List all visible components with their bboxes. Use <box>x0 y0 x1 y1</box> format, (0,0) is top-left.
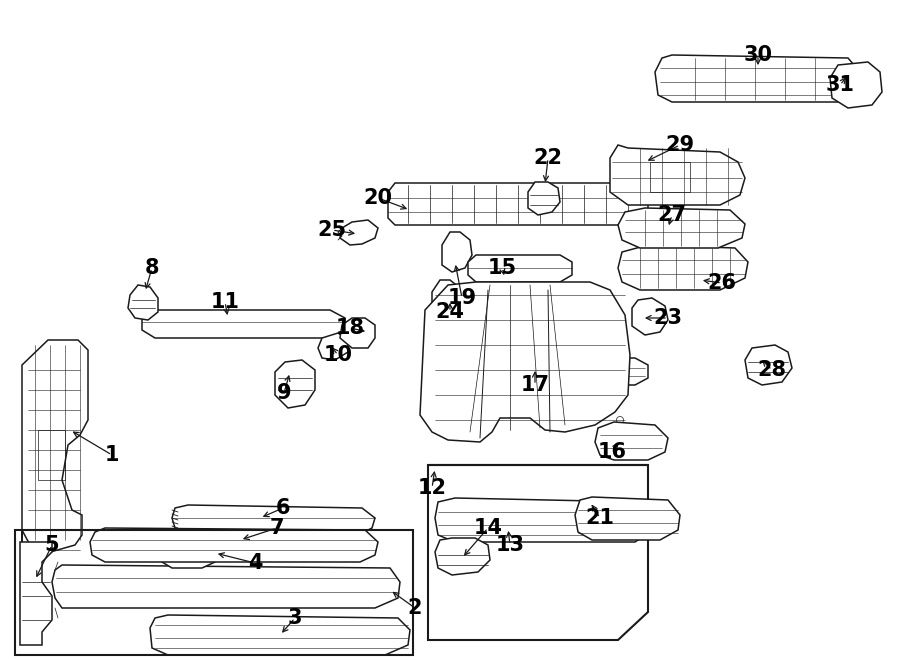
Polygon shape <box>575 497 680 540</box>
Polygon shape <box>275 360 315 408</box>
Polygon shape <box>632 298 668 335</box>
Polygon shape <box>618 208 745 248</box>
Polygon shape <box>90 528 378 562</box>
Text: 26: 26 <box>707 273 736 293</box>
Text: 23: 23 <box>653 308 682 328</box>
Bar <box>15 530 413 655</box>
Polygon shape <box>128 285 158 320</box>
Text: 30: 30 <box>743 45 772 65</box>
Text: 22: 22 <box>534 148 562 168</box>
Polygon shape <box>52 565 400 608</box>
Text: 2: 2 <box>408 598 422 618</box>
Polygon shape <box>528 182 560 215</box>
Polygon shape <box>318 333 348 360</box>
Polygon shape <box>435 498 652 542</box>
Text: 17: 17 <box>520 375 550 395</box>
Text: 27: 27 <box>658 205 687 225</box>
Text: 29: 29 <box>665 135 695 155</box>
Polygon shape <box>340 220 378 245</box>
Text: 4: 4 <box>248 553 262 573</box>
Text: 6: 6 <box>275 498 290 518</box>
Text: 14: 14 <box>473 518 502 538</box>
Polygon shape <box>745 345 792 385</box>
Polygon shape <box>20 542 52 645</box>
Polygon shape <box>432 280 462 316</box>
Polygon shape <box>610 145 745 205</box>
Polygon shape <box>22 340 88 610</box>
Text: 16: 16 <box>598 442 626 462</box>
Polygon shape <box>468 255 572 282</box>
Text: 3: 3 <box>288 608 302 628</box>
Polygon shape <box>442 232 472 272</box>
Polygon shape <box>485 358 648 385</box>
Text: 11: 11 <box>211 292 239 312</box>
Text: 15: 15 <box>488 258 517 278</box>
Polygon shape <box>150 615 410 655</box>
Polygon shape <box>162 538 215 568</box>
Polygon shape <box>420 282 630 442</box>
Polygon shape <box>435 538 490 575</box>
Polygon shape <box>655 55 860 102</box>
Polygon shape <box>830 62 882 108</box>
Text: 12: 12 <box>418 478 446 498</box>
Polygon shape <box>595 422 668 460</box>
Text: 1: 1 <box>104 445 119 465</box>
Text: 19: 19 <box>447 288 477 308</box>
Polygon shape <box>172 505 375 535</box>
Text: 13: 13 <box>496 535 525 555</box>
Text: 8: 8 <box>145 258 159 278</box>
Text: 20: 20 <box>364 188 392 208</box>
Text: 24: 24 <box>436 302 464 322</box>
Text: 7: 7 <box>270 518 284 538</box>
Text: 28: 28 <box>758 360 787 380</box>
Text: 10: 10 <box>323 345 353 365</box>
Polygon shape <box>142 310 345 338</box>
Text: 25: 25 <box>318 220 346 240</box>
Text: 21: 21 <box>586 508 615 528</box>
Text: 18: 18 <box>336 318 364 338</box>
Polygon shape <box>388 183 648 225</box>
Text: 9: 9 <box>276 383 292 403</box>
Text: 5: 5 <box>45 535 59 555</box>
Text: 31: 31 <box>825 75 854 95</box>
Polygon shape <box>340 318 375 348</box>
Polygon shape <box>618 245 748 290</box>
